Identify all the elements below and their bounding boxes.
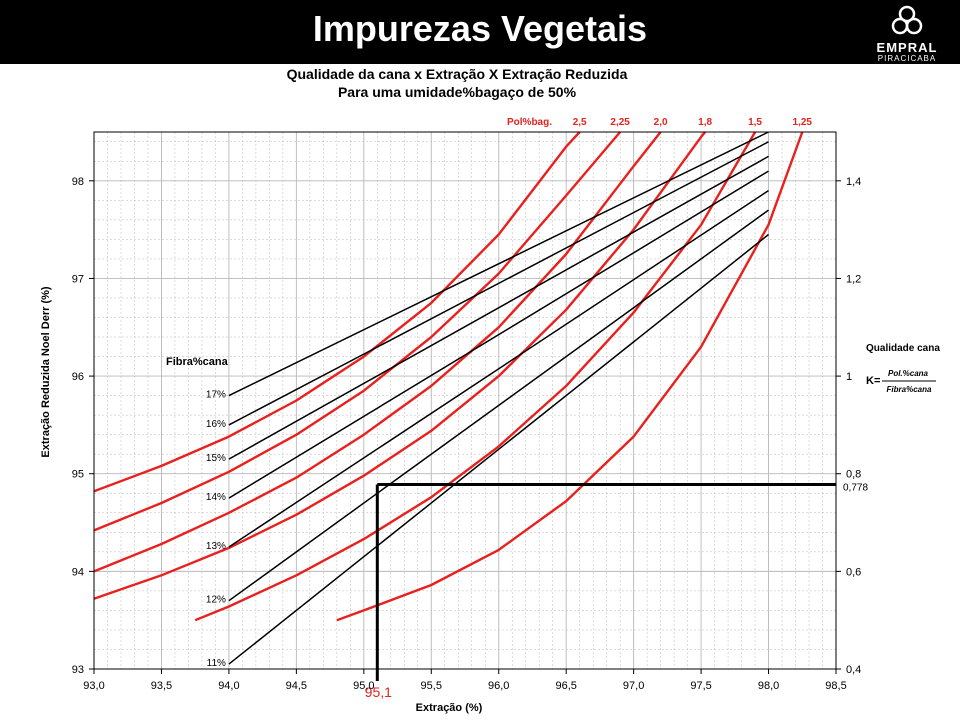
y-tick-label: 95 [72,469,84,481]
annotation-x-label-bg [360,683,395,701]
y-tick-label: 98 [72,176,84,188]
pol-bag-curve [194,131,757,622]
right-tick-label: 0,6 [846,566,861,578]
x-tick-label: 93,0 [83,680,104,692]
fibra-line [228,155,769,460]
x-axis-label: Extração (%) [416,702,483,714]
y-tick-label: 96 [72,371,84,383]
fibra-series-label: 16% [206,419,226,430]
annotation-right-label: 0,778 [843,482,868,493]
fibra-line [228,189,769,548]
fibra-line [228,141,769,426]
x-tick-label: 95,5 [421,680,442,692]
logo-text: EMPRAL [876,40,938,55]
pol-bag-curve [93,131,622,532]
right-tick-label: 0,4 [846,664,861,676]
x-tick-label: 94,5 [286,680,307,692]
plot-frame [93,131,837,670]
right-tick-label: 0,8 [846,469,861,481]
pol-bag-series-label: 1,5 [748,117,762,128]
fibra-series-label: 12% [206,595,226,606]
fibra-series-label: 13% [206,541,226,552]
annotation-group: 95,1 0,778 [360,482,868,701]
formula-denominator: Fibra%cana [887,385,932,394]
chart-subtitle: Para uma umidade%bagaço de 50% [338,84,577,100]
pol-bag-series-label: 2,0 [654,117,668,128]
right-tick-label: 1 [846,371,852,383]
formula-k: K= [866,375,880,387]
fibra-legend-label: Fibra%cana [166,356,229,368]
chart-title: Qualidade da cana x Extração X Extração … [287,66,628,82]
fibra-line [228,233,769,665]
x-tick-label: 94,0 [218,680,239,692]
empral-logo: EMPRAL PIRACICABA [862,2,952,63]
pol-bag-curve [93,131,707,600]
x-tick-label: 95,0 [353,680,374,692]
quality-label: Qualidade cana [866,343,940,354]
logo-subtext: PIRACICABA [877,54,937,63]
pol-bag-curve [93,131,581,493]
pol-bag-series-label: 1,8 [698,117,712,128]
series-group: 2,5 2,25 2,0 1,8 1,5 1,25 17% 16% 15% 14% 13% 12% 11… [93,117,813,669]
formula-numerator: Pol.%cana [888,369,929,378]
x-tick-label: 96,0 [488,680,509,692]
fibra-series-label: 15% [206,453,226,464]
y-tick-label: 94 [72,566,84,578]
x-tick-label: 93,5 [151,680,172,692]
x-tick-label: 97,0 [623,680,644,692]
x-tick-label: 98,5 [825,680,846,692]
annotation-x-label: 95,1 [365,684,392,700]
right-tick-label: 1,4 [846,176,861,188]
axes: 93 94 95 96 97 98 93,0 93,5 94,0 94,5 95,0 95,5 96,0… [72,131,861,692]
x-tick-label: 96,5 [555,680,576,692]
x-tick-label: 97,5 [690,680,711,692]
pol-bag-series-label: 2,5 [573,117,587,128]
fibra-line [228,170,769,499]
fibra-series-label: 14% [206,492,226,503]
right-tick-label: 1,2 [846,273,861,285]
pol-bag-series-label: 1,25 [793,117,813,128]
x-tick-label: 98,0 [758,680,779,692]
header-bar: Impurezas Vegetais EMPRAL PIRACICABA [0,0,960,64]
y-tick-label: 97 [72,273,84,285]
pol-bag-curve [336,131,804,622]
pol-bag-series-label: 2,25 [610,117,630,128]
fibra-series-label: 17% [206,390,226,401]
slide-title: Impurezas Vegetais [312,8,648,49]
logo-emblem-icon [891,5,923,35]
fibra-series-label: 11% [207,658,226,669]
y-axis-label: Extração Reduzida Noel Derr (%) [40,286,52,457]
fibra-line [228,209,769,602]
pol-bag-curve [93,131,662,573]
pol-bag-label: Pol%bag. [507,117,552,128]
y-tick-label: 93 [72,664,84,676]
fibra-line [228,131,769,397]
